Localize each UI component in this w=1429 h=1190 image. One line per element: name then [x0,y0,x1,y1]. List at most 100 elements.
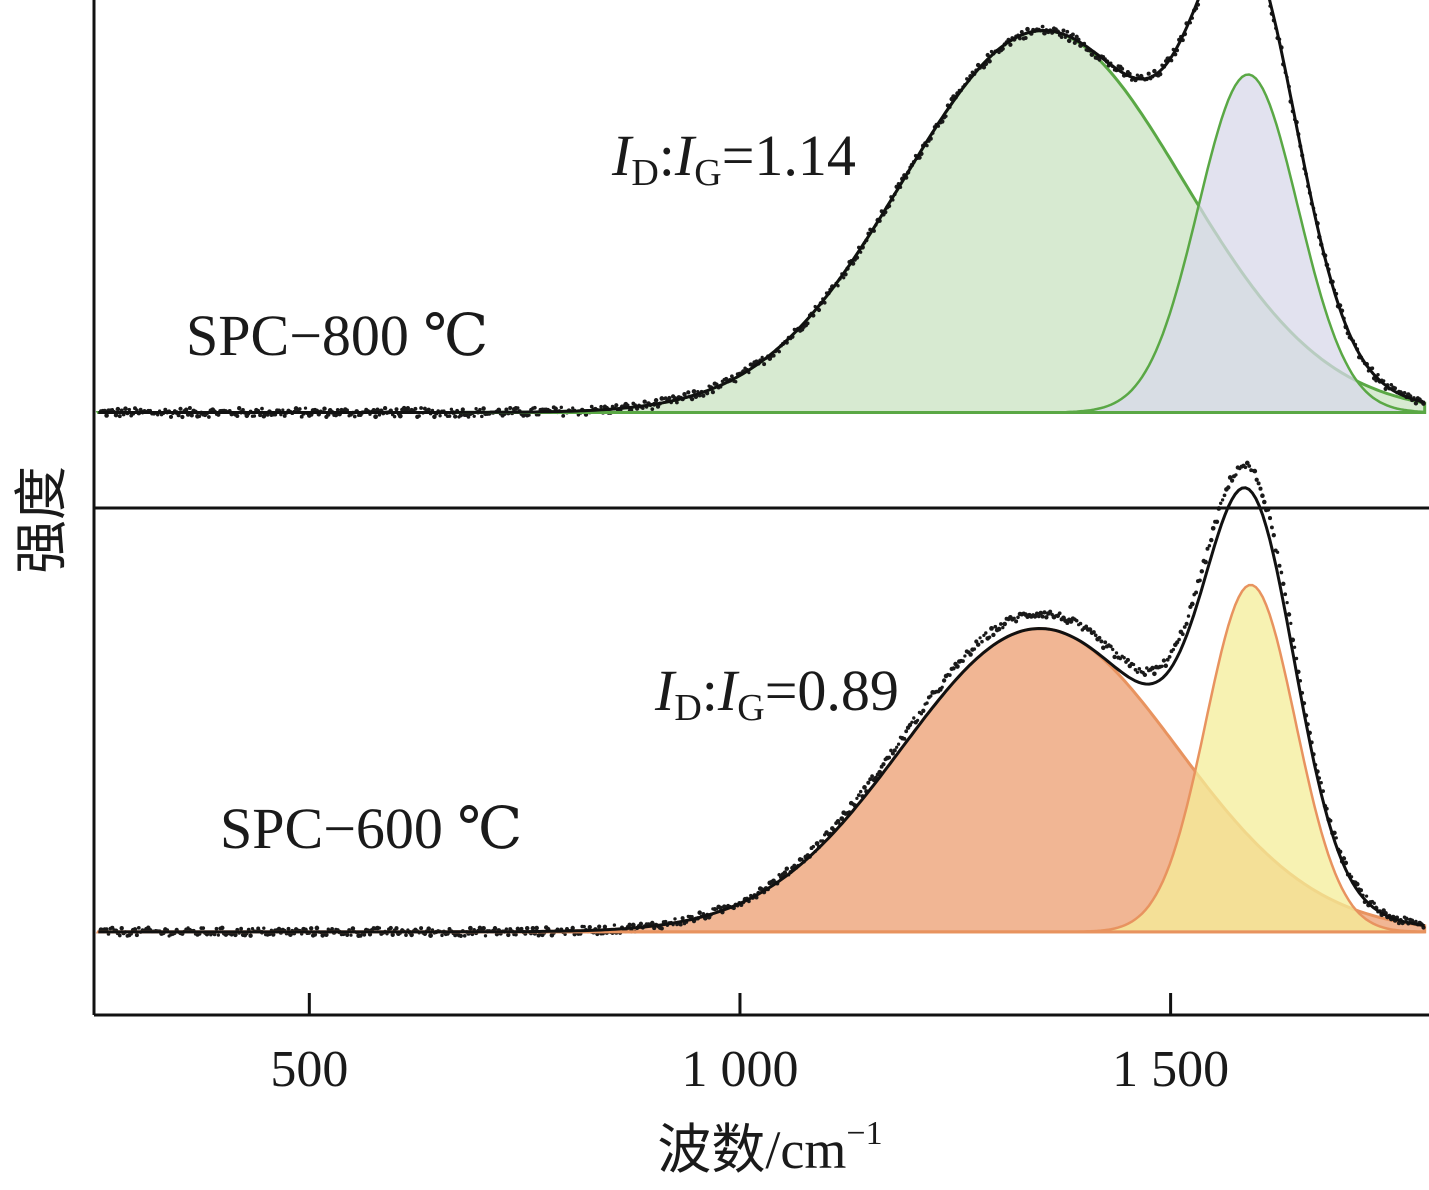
data-point [271,932,276,937]
data-point [449,407,454,411]
data-point [1220,498,1225,502]
data-point [1118,656,1123,661]
data-point [1286,612,1292,617]
data-point [458,933,463,938]
data-point [530,926,536,931]
data-point [1042,30,1047,36]
data-point [602,924,608,929]
data-point [371,408,376,412]
data-point [397,413,403,419]
data-point [961,659,965,663]
data-point [1199,569,1205,574]
data-point [561,414,566,418]
data-point [650,920,655,926]
data-point [638,921,644,926]
data-point [902,736,907,741]
data-point [297,407,302,411]
data-point [345,932,350,937]
data-point [733,379,738,384]
data-point [1133,667,1138,672]
data-point [1125,657,1130,662]
data-point [784,866,790,871]
data-point [653,398,659,403]
data-point [1146,71,1151,76]
data-point [675,400,679,405]
data-point [417,414,421,418]
data-point [504,927,509,931]
data-point [1059,35,1064,39]
data-point [896,742,901,746]
data-point [1072,40,1077,45]
data-point [996,626,1002,632]
data-point [1372,901,1376,905]
data-point [312,932,318,937]
data-point [1068,619,1074,624]
data-point [388,925,393,931]
data-point [1038,610,1044,616]
data-point [478,407,482,412]
data-point [1334,836,1338,840]
data-point [895,745,899,749]
data-point [458,413,464,418]
data-point [1036,614,1041,619]
data-point [1275,550,1280,554]
data-point [814,841,820,846]
data-point [570,925,575,931]
data-point [1145,666,1149,670]
data-point [1078,621,1083,626]
data-point [1163,663,1169,669]
data-point [691,389,697,394]
data-point [582,924,586,929]
panel-label: SPC−800 ℃ [186,303,488,368]
data-point [373,414,378,420]
data-point [1203,559,1208,565]
data-point [1277,563,1282,568]
data-point [993,624,998,629]
data-point [1180,632,1185,637]
data-point [1404,916,1409,922]
data-point [286,926,291,931]
data-point [659,926,664,931]
data-point [282,413,287,418]
data-point [235,413,240,419]
data-point [189,413,194,418]
data-point [1065,29,1070,34]
data-point [426,407,431,413]
data-point [1319,781,1323,785]
data-point [972,647,977,651]
data-point [1389,382,1394,387]
data-point [308,926,314,931]
data-point [1364,894,1369,898]
data-point [117,933,122,938]
data-point [1205,546,1210,551]
data-point [718,905,723,911]
data-point [1283,592,1288,597]
data-point [951,666,956,671]
data-point [782,870,788,875]
data-point [811,844,816,849]
data-point [293,406,299,411]
data-point [855,796,859,801]
data-point [352,414,357,419]
data-point [1065,621,1070,626]
data-point [1112,654,1117,660]
data-point [1040,614,1045,619]
data-point [921,708,926,713]
data-point [468,925,473,931]
data-point [184,407,189,412]
data-point [377,413,382,417]
data-point [777,349,781,354]
data-point [630,922,636,928]
data-point [260,406,264,411]
data-point [839,816,845,821]
data-point [955,664,960,669]
data-point [440,933,444,938]
data-point [919,712,924,716]
data-point [1091,630,1096,635]
data-point [168,414,174,419]
data-point [1160,664,1164,669]
data-point [614,403,619,408]
data-point [1182,625,1187,629]
data-point [868,777,873,782]
data-point [1016,615,1020,620]
